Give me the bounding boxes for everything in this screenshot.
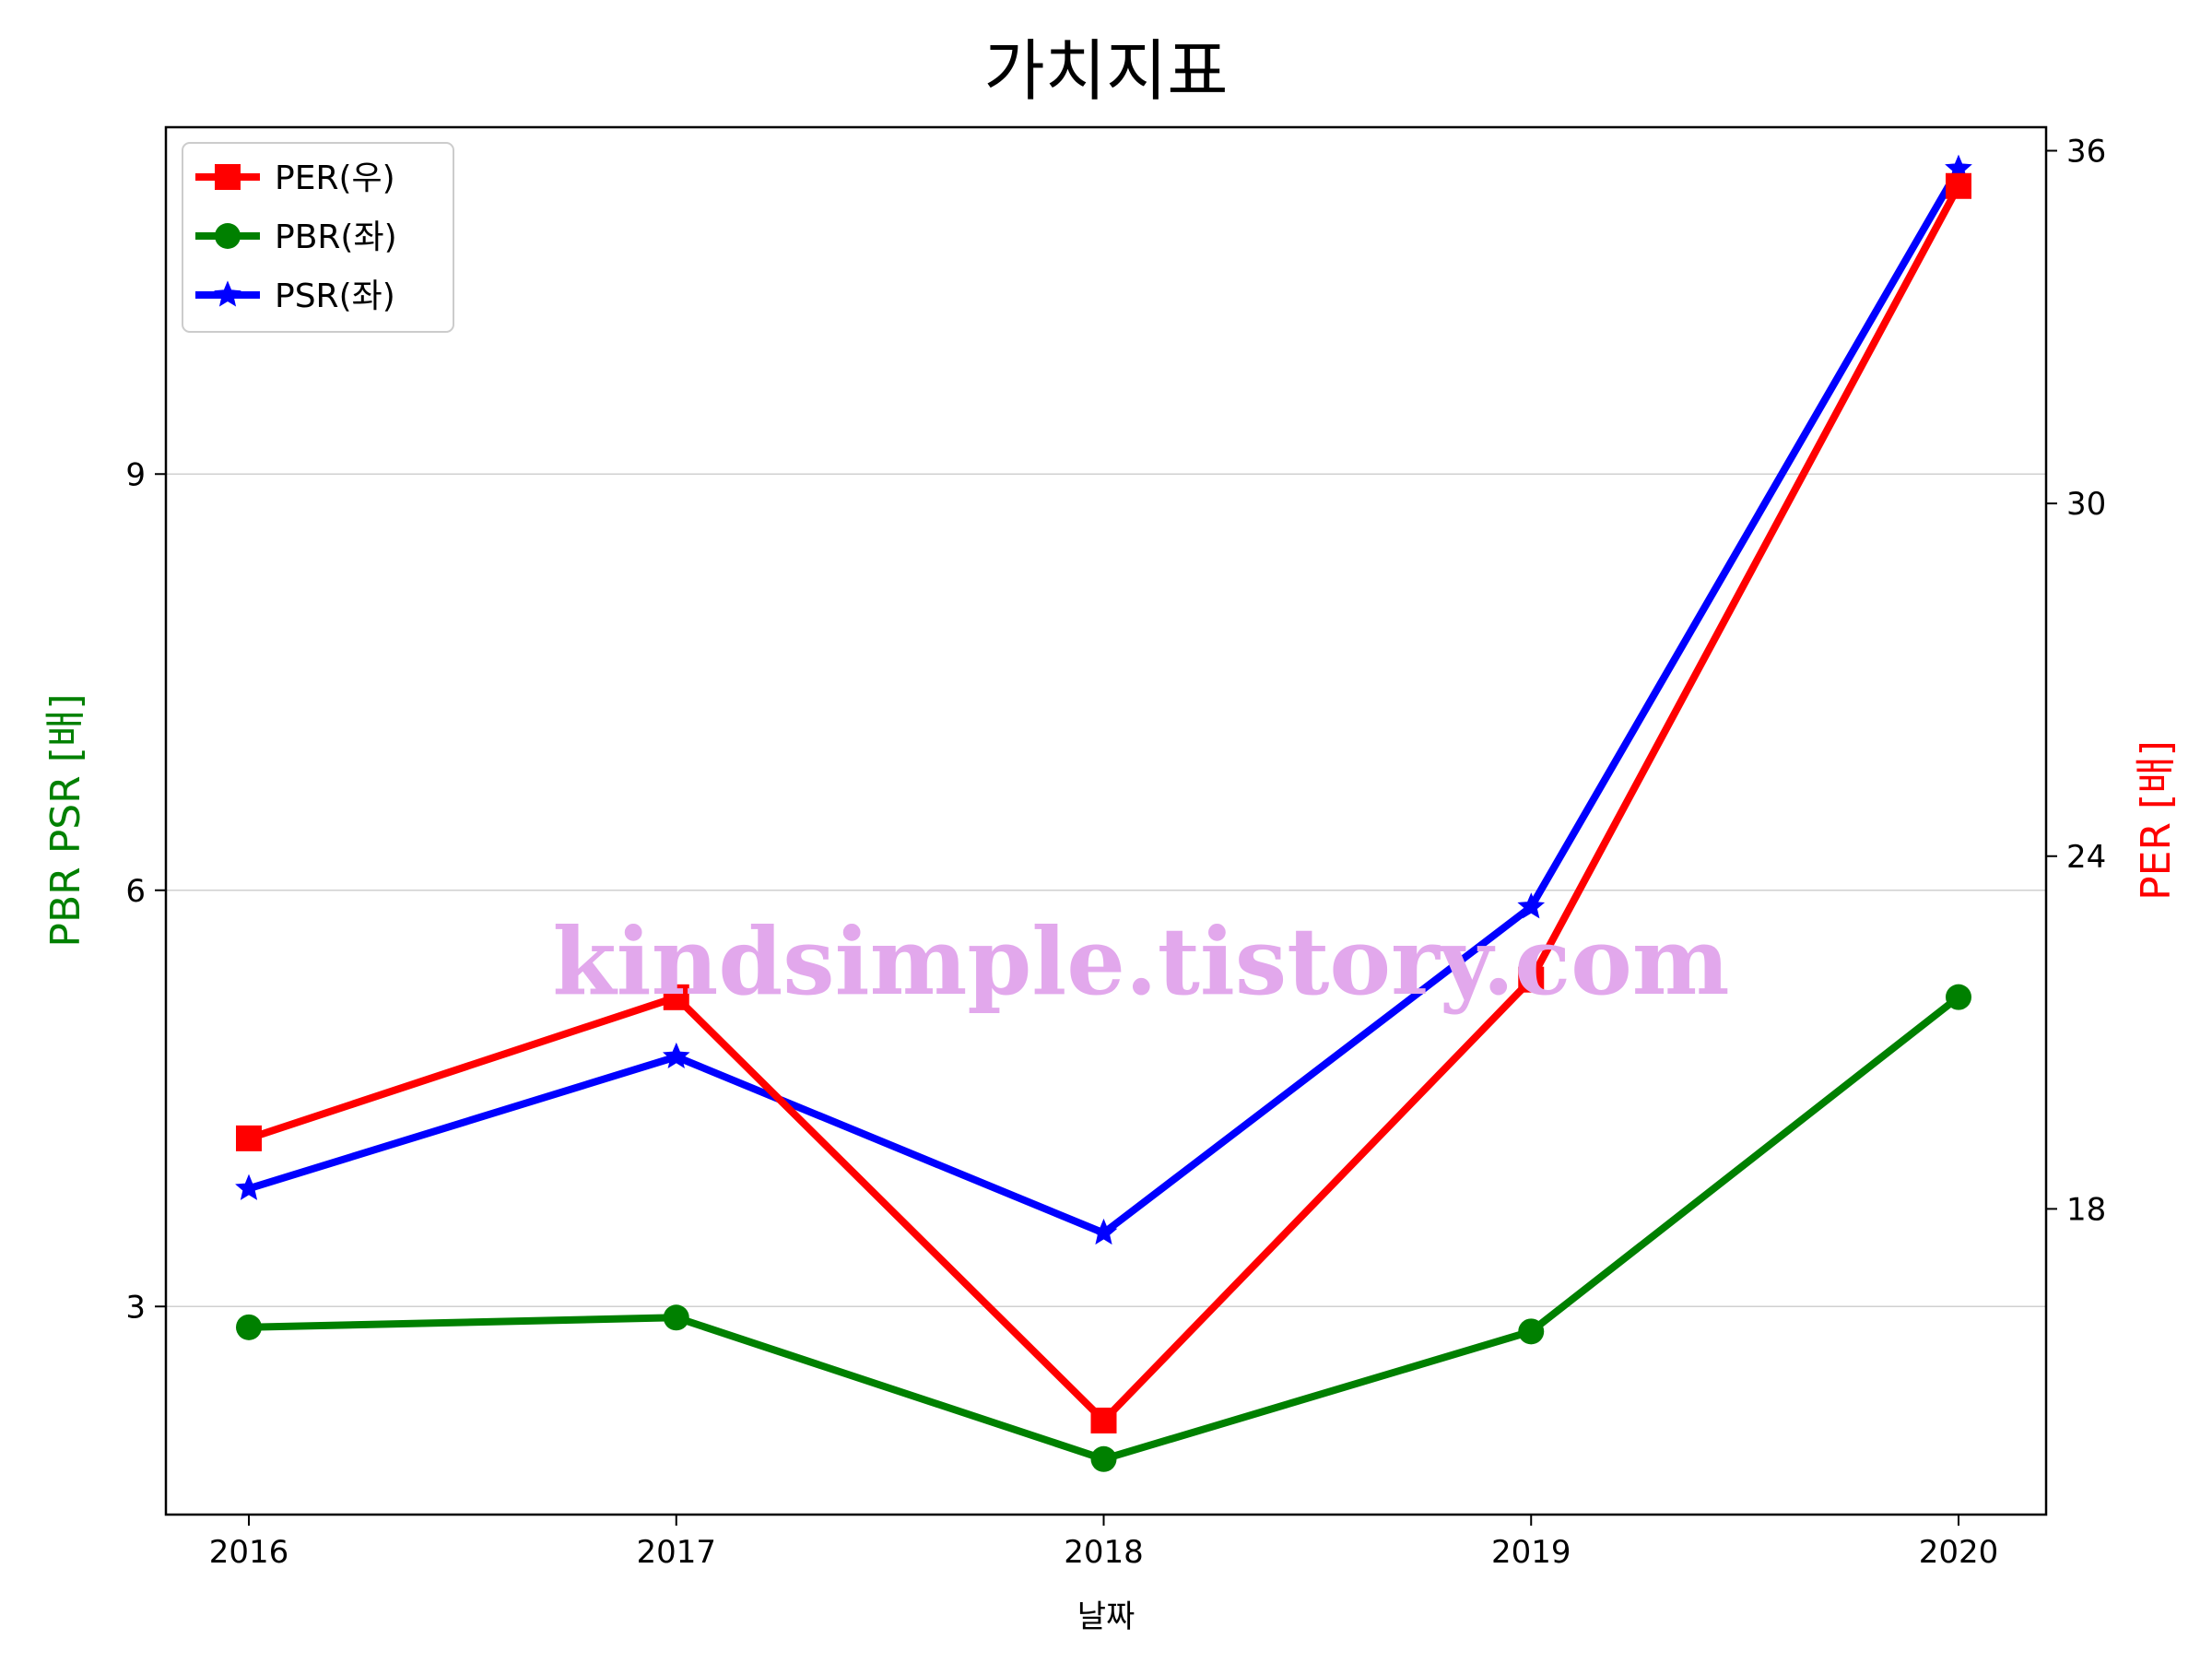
y-tick-label-right: 18 xyxy=(2066,1191,2106,1228)
legend-marker xyxy=(214,280,241,307)
legend-marker xyxy=(215,223,241,249)
y-axis-label-right: PER [배] xyxy=(2133,740,2180,901)
series-PSR(좌) xyxy=(235,154,1972,1245)
series-line xyxy=(245,165,1962,1237)
series-layer xyxy=(235,154,1972,1472)
y-tick-label-left: 3 xyxy=(125,1289,146,1326)
data-point xyxy=(236,1125,262,1151)
chart-title: 가치지표 xyxy=(984,32,1229,110)
data-point xyxy=(236,1314,262,1340)
data-point xyxy=(663,1304,689,1331)
legend-marker xyxy=(215,164,241,190)
data-point xyxy=(662,1042,690,1069)
y-tick-label-left: 6 xyxy=(125,873,146,910)
x-tick-label: 2020 xyxy=(1919,1534,1999,1571)
x-tick-label: 2019 xyxy=(1491,1534,1571,1571)
watermark: kindsimple.tistory.com xyxy=(552,907,1729,1016)
data-point xyxy=(1517,892,1546,919)
legend-item: PER(우) xyxy=(195,159,395,197)
data-point xyxy=(663,984,689,1010)
legend-item: PSR(좌) xyxy=(195,277,395,315)
x-axis: 2016 2017 2018 2019 2020 xyxy=(209,1515,1999,1571)
data-point xyxy=(1518,966,1545,993)
data-point xyxy=(1089,1218,1118,1245)
y-axis-label-left: PBR PSR [배] xyxy=(42,693,89,947)
data-point xyxy=(1090,1445,1117,1472)
y-axis-left: 3 6 9 xyxy=(125,456,166,1326)
series-PBR(좌) xyxy=(236,984,1971,1472)
y-tick-label-right: 24 xyxy=(2066,839,2106,876)
data-point xyxy=(1518,1318,1545,1345)
data-point xyxy=(235,1174,263,1200)
legend: PER(우) PBR(좌) PSR(좌) xyxy=(182,142,454,333)
x-tick-label: 2018 xyxy=(1064,1534,1144,1571)
plot-frame xyxy=(164,125,2048,1516)
legend-box xyxy=(182,142,454,333)
x-tick-label: 2017 xyxy=(636,1534,716,1571)
data-point xyxy=(1946,984,1971,1010)
legend-label: PER(우) xyxy=(275,159,395,197)
legend-item: PBR(좌) xyxy=(195,218,397,256)
data-point xyxy=(1090,1407,1117,1433)
x-axis-label: 날짜 xyxy=(1077,1598,1135,1635)
x-tick-label: 2016 xyxy=(209,1534,289,1571)
y-tick-label-left: 9 xyxy=(125,456,146,493)
legend-label: PBR(좌) xyxy=(275,218,397,256)
legend-label: PSR(좌) xyxy=(275,277,395,315)
gridlines xyxy=(166,473,2046,1307)
y-tick-label-right: 36 xyxy=(2066,134,2106,171)
y-axis-right: 18 24 30 36 xyxy=(2046,134,2106,1228)
series-PER(우) xyxy=(236,172,1971,1433)
data-point xyxy=(1946,172,1971,199)
y-tick-label-right: 30 xyxy=(2066,486,2106,523)
